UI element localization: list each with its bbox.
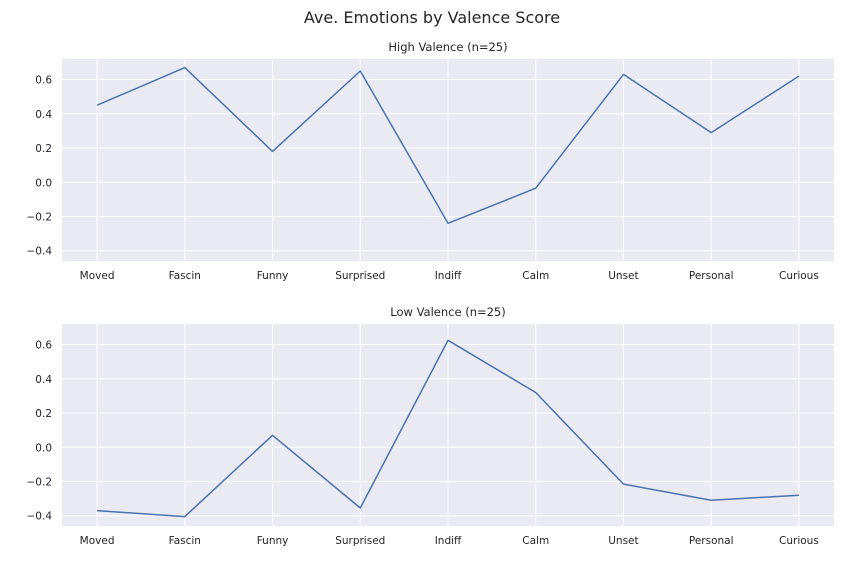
y-tick-label: 0.0: [35, 177, 52, 189]
series-line: [97, 339, 799, 518]
x-tick-label: Fascin: [169, 535, 201, 547]
y-tick-label: 0.0: [35, 442, 52, 454]
y-tick-label: −0.4: [27, 246, 53, 258]
x-tick-label: Personal: [689, 535, 734, 547]
y-tick-label: 0.6: [35, 75, 52, 87]
chart-panel-1: −0.4 −0.2 0.0 0.2 0.4 0.6 Moved Fascin Funny Surp…: [27, 40, 834, 282]
x-tick-label: Unset: [608, 270, 638, 282]
series-line: [96, 66, 800, 225]
x-tick-label: Surprised: [335, 535, 385, 547]
panel-title: High Valence (n=25): [388, 40, 507, 54]
x-tick-label: Calm: [522, 270, 549, 282]
y-tick-label: 0.2: [35, 408, 52, 420]
y-tick-label: −0.4: [27, 511, 53, 523]
figure-title: Ave. Emotions by Valence Score: [303, 8, 561, 27]
x-tick-label: Funny: [257, 270, 289, 282]
y-tick-label: 0.2: [35, 143, 52, 155]
x-tick-label: Moved: [80, 535, 115, 547]
y-tick-label: 0.6: [35, 340, 52, 352]
x-tick-label: Indiff: [435, 535, 462, 547]
x-tick-label: Funny: [257, 535, 289, 547]
y-tick-label: −0.2: [27, 476, 53, 488]
x-tick-label: Unset: [608, 535, 638, 547]
x-tick-label: Calm: [522, 535, 549, 547]
x-tick-label: Curious: [779, 535, 819, 547]
chart-panel-2: −0.4 −0.2 0.0 0.2 0.4 0.6 Moved Fascin Funny Surp…: [27, 305, 834, 547]
panel-title: Low Valence (n=25): [390, 305, 505, 319]
x-tick-label: Indiff: [435, 270, 462, 282]
x-tick-label: Fascin: [169, 270, 201, 282]
x-tick-label: Personal: [689, 270, 734, 282]
x-tick-label: Moved: [80, 270, 115, 282]
y-tick-label: −0.2: [27, 211, 53, 223]
x-tick-label: Surprised: [335, 270, 385, 282]
y-tick-label: 0.4: [35, 109, 52, 121]
y-tick-label: 0.4: [35, 374, 52, 386]
x-tick-label: Curious: [779, 270, 819, 282]
